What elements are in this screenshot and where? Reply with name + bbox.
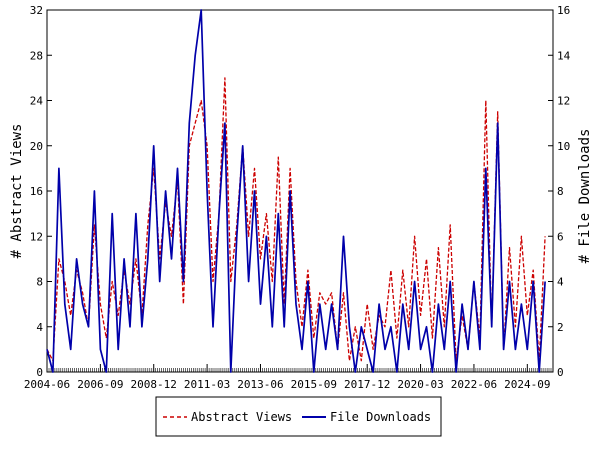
left-tick-label: 8: [36, 276, 43, 289]
right-tick-label: 2: [557, 321, 564, 334]
left-tick-label: 12: [30, 230, 43, 243]
right-tick-label: 0: [557, 366, 564, 379]
x-minor-ticks: [46, 368, 554, 372]
x-tick-label: 2015-09: [291, 378, 337, 391]
right-tick-label: 12: [557, 95, 570, 108]
right-axis-title: # File Downloads: [577, 129, 593, 264]
right-tick-label: 16: [557, 4, 570, 17]
x-tick-label: 2008-12: [131, 378, 177, 391]
series-line-file-downloads: [46, 9, 546, 373]
x-tick-label: 2004-06: [24, 378, 70, 391]
right-tick-label: 8: [557, 185, 564, 198]
x-tick-label: 2017-12: [344, 378, 390, 391]
legend: Abstract Views File Downloads: [155, 396, 442, 437]
series-line-abstract-views: [46, 77, 546, 362]
right-tick-label: 10: [557, 140, 570, 153]
x-tick-label: 2022-06: [451, 378, 497, 391]
left-tick-label: 4: [36, 321, 43, 334]
legend-label-abstract-views: Abstract Views: [191, 410, 292, 424]
series-layer: [46, 9, 546, 373]
x-tick-label: 2006-09: [77, 378, 123, 391]
legend-label-file-downloads: File Downloads: [330, 410, 431, 424]
left-tick-label: 0: [36, 366, 43, 379]
x-tick-label: 2013-06: [237, 378, 283, 391]
legend-box: [155, 396, 442, 437]
x-tick-label: 2020-03: [397, 378, 443, 391]
x-tick-label: 2011-03: [184, 378, 230, 391]
left-tick-label: 16: [30, 185, 43, 198]
tick-marks: [46, 9, 554, 373]
left-tick-label: 32: [30, 4, 43, 17]
right-tick-label: 14: [557, 49, 571, 62]
right-tick-label: 6: [557, 230, 564, 243]
left-tick-label: 20: [30, 140, 43, 153]
left-tick-label: 28: [30, 49, 43, 62]
left-axis-title: # Abstract Views: [9, 124, 25, 259]
x-tick-label: 2024-09: [504, 378, 550, 391]
left-tick-label: 24: [30, 95, 44, 108]
right-tick-label: 4: [557, 276, 564, 289]
